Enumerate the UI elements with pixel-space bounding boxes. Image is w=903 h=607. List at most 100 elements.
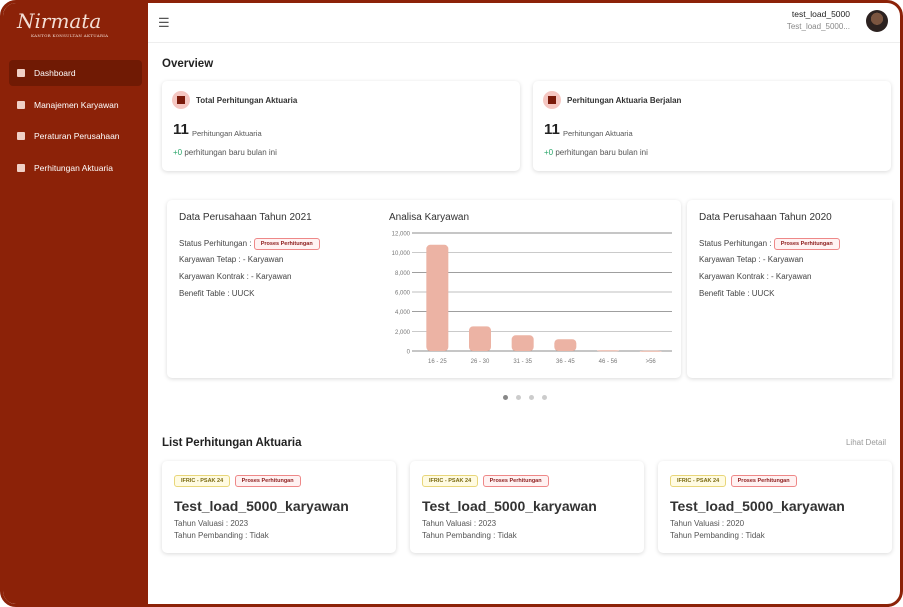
bar (426, 244, 449, 351)
bank-icon (17, 132, 25, 140)
user-info[interactable]: test_load_5000 Test_load_5000... (787, 9, 850, 31)
list-title: List Perhitungan Aktuaria (162, 437, 302, 449)
bar (511, 335, 534, 351)
sidebar-item-dashboard[interactable]: Dashboard (9, 60, 142, 86)
card-value: 11 (544, 121, 560, 138)
y-tick-label: 0 (407, 350, 411, 356)
calculator-icon (17, 163, 25, 172)
card-title: Total Perhitungan Aktuaria (196, 96, 298, 105)
list-card[interactable]: IFRIC - PSAK 24 Proses Perhitungan Test_… (162, 461, 396, 553)
tahun-valuasi: Tahun Valuasi : 2023 (174, 519, 249, 528)
y-tick-label: 8,000 (395, 271, 411, 277)
overview-title: Overview (162, 58, 214, 70)
card-delta: +0 perhitungan baru bulan ini (544, 148, 648, 157)
list-card-title: Test_load_5000_karyawan (422, 498, 597, 514)
overview-card-total: Total Perhitungan Aktuaria 11 Perhitunga… (162, 81, 520, 171)
slide-title: Data Perusahaan Tahun 2020 (699, 212, 832, 223)
carousel-dot[interactable] (529, 395, 534, 400)
list-card-title: Test_load_5000_karyawan (174, 498, 349, 514)
status-label: Status Perhitungan : (179, 239, 252, 249)
menu-icon[interactable]: ☰ (158, 15, 170, 30)
sidebar-item-label: Perhitungan Aktuaria (34, 162, 113, 173)
delta-value: +0 (544, 148, 554, 157)
karyawan-tetap: Karyawan Tetap : - Karyawan (699, 255, 804, 264)
y-tick-label: 10,000 (392, 251, 411, 257)
logo-text: Nirmata (17, 9, 102, 33)
delta-text: perhitungan baru bulan ini (555, 148, 648, 157)
x-tick-label: 16 - 25 (428, 359, 447, 365)
dashboard-icon (17, 69, 25, 77)
status-label: Status Perhitungan : (699, 239, 772, 249)
bar (469, 326, 491, 351)
list-card-title: Test_load_5000_karyawan (670, 498, 845, 514)
tahun-pembanding: Tahun Pembanding : Tidak (670, 531, 765, 540)
benefit-table: Benefit Table : UUCK (179, 289, 255, 298)
tahun-valuasi: Tahun Valuasi : 2023 (422, 519, 497, 528)
benefit-table: Benefit Table : UUCK (699, 289, 775, 298)
lihat-detail-link[interactable]: Lihat Detail (845, 438, 886, 447)
status-badge: Proses Perhitungan (482, 474, 549, 487)
card-delta: +0 perhitungan baru bulan ini (173, 148, 277, 157)
carousel-slide-next: Data Perusahaan Tahun 2020 Status Perhit… (687, 200, 892, 378)
sidebar-item-manajemen-karyawan[interactable]: Manajemen Karyawan (9, 92, 142, 118)
logo-subtitle: KANTOR KONSULTAN AKTUARIA (31, 33, 109, 38)
status-badge: Proses Perhitungan (234, 474, 301, 487)
y-tick-label: 4,000 (395, 310, 411, 316)
employee-chart: Analisa Karyawan 0 2,000 4,000 6,000 8,000 10… (389, 212, 672, 365)
delta-text: perhitungan baru bulan ini (184, 148, 277, 157)
delta-value: +0 (173, 148, 183, 157)
standard-badge: IFRIC - PSAK 24 (174, 474, 231, 487)
avatar[interactable] (866, 10, 888, 32)
carousel-slide: Data Perusahaan Tahun 2021 Status Perhit… (167, 200, 681, 378)
id-card-icon (17, 100, 25, 109)
x-tick-label: 26 - 30 (471, 359, 490, 365)
karyawan-kontrak: Karyawan Kontrak : - Karyawan (179, 272, 292, 281)
status-badge: Proses Perhitungan (773, 238, 840, 250)
list-card[interactable]: IFRIC - PSAK 24 Proses Perhitungan Test_… (410, 461, 644, 553)
card-unit: Perhitungan Aktuaria (192, 129, 262, 138)
user-subtitle: Test_load_5000... (786, 22, 850, 31)
slide-title: Data Perusahaan Tahun 2021 (179, 212, 312, 223)
karyawan-tetap: Karyawan Tetap : - Karyawan (179, 255, 284, 264)
y-tick-label: 6,000 (395, 291, 411, 297)
x-tick-label: 46 - 56 (599, 359, 618, 365)
y-tick-label: 12,000 (392, 232, 411, 238)
carousel-dot[interactable] (542, 395, 547, 400)
calculator-icon (172, 91, 190, 109)
card-value: 11 (173, 121, 189, 138)
sidebar-item-label: Peraturan Perusahaan (34, 131, 120, 141)
carousel-dot[interactable] (516, 395, 521, 400)
x-tick-label: 36 - 45 (556, 359, 575, 365)
standard-badge: IFRIC - PSAK 24 (670, 474, 727, 487)
sidebar-item-peraturan-perusahaan[interactable]: Peraturan Perusahaan (9, 123, 142, 149)
status-row: Status Perhitungan : Proses Perhitungan (179, 238, 320, 250)
x-tick-label: 31 - 35 (513, 359, 532, 365)
sidebar-item-label: Dashboard (34, 68, 76, 78)
chart-title: Analisa Karyawan (389, 212, 469, 223)
sidebar: Nirmata KANTOR KONSULTAN AKTUARIA Dashboa… (3, 3, 148, 604)
tahun-pembanding: Tahun Pembanding : Tidak (174, 531, 269, 540)
header: ☰ test_load_5000 Test_load_5000... (148, 3, 900, 43)
sidebar-item-label: Manajemen Karyawan (34, 99, 119, 110)
user-name: test_load_5000 (791, 9, 850, 19)
badges: IFRIC - PSAK 24 Proses Perhitungan (422, 472, 549, 490)
status-row: Status Perhitungan : Proses Perhitungan (699, 238, 840, 250)
card-unit: Perhitungan Aktuaria (563, 129, 633, 138)
status-badge: Proses Perhitungan (730, 474, 797, 487)
standard-badge: IFRIC - PSAK 24 (422, 474, 479, 487)
y-tick-label: 2,000 (395, 330, 411, 336)
sidebar-item-perhitungan-aktuaria[interactable]: Perhitungan Aktuaria (9, 155, 142, 181)
badges: IFRIC - PSAK 24 Proses Perhitungan (670, 472, 797, 490)
status-badge: Proses Perhitungan (253, 238, 320, 250)
list-card[interactable]: IFRIC - PSAK 24 Proses Perhitungan Test_… (658, 461, 892, 553)
bar (639, 350, 662, 352)
card-title: Perhitungan Aktuaria Berjalan (567, 96, 682, 105)
tahun-pembanding: Tahun Pembanding : Tidak (422, 531, 517, 540)
x-tick-label: >56 (646, 359, 657, 365)
calculator-icon (543, 91, 561, 109)
badges: IFRIC - PSAK 24 Proses Perhitungan (174, 472, 301, 490)
carousel-dot[interactable] (503, 395, 508, 400)
overview-card-berjalan: Perhitungan Aktuaria Berjalan 11 Perhitu… (533, 81, 891, 171)
logo: Nirmata KANTOR KONSULTAN AKTUARIA (17, 9, 108, 38)
